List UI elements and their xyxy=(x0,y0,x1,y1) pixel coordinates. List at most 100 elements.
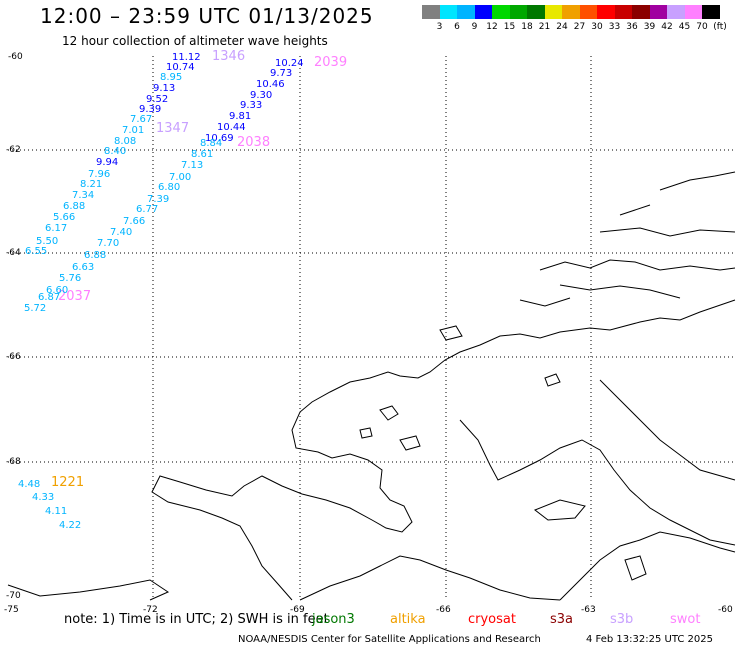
wave-height-value: 10.74 xyxy=(166,62,195,73)
wave-height-value: 6.60 xyxy=(46,285,68,296)
wave-height-value: 8.95 xyxy=(160,72,182,83)
colorbar-tick-label: 27 xyxy=(573,22,586,32)
wave-height-value: 6.87 xyxy=(38,292,60,303)
lat-label: -62 xyxy=(6,145,21,155)
wave-height-value: 10.69 xyxy=(205,133,234,144)
wave-height-value: 7.66 xyxy=(123,216,145,227)
island-small-2 xyxy=(399,435,421,451)
sea-ice-shelf xyxy=(7,579,170,601)
lat-label: -60 xyxy=(8,52,23,62)
wave-height-value: 6.55 xyxy=(25,246,47,257)
wave-height-value: 7.40 xyxy=(110,227,132,238)
inland-boundary xyxy=(459,419,736,546)
colorbar-swatch xyxy=(527,5,545,19)
wave-height-value: 6.88 xyxy=(63,201,85,212)
lon-label: -69 xyxy=(290,605,305,615)
colorbar-swatch xyxy=(632,5,650,19)
colorbar-swatch xyxy=(457,5,475,19)
wave-labels-layer: 1346 2039134720382037122111.1210.748.959.… xyxy=(18,49,347,531)
wave-height-value: 7.34 xyxy=(72,190,94,201)
lat-label: -64 xyxy=(6,248,21,258)
wave-height-value: 7.13 xyxy=(181,160,203,171)
antarctic-peninsula-coastline xyxy=(151,299,736,601)
colorbar-tick-label: 3 xyxy=(436,22,443,32)
colorbar-swatch xyxy=(474,5,492,19)
island-small-4 xyxy=(544,373,561,387)
colorbar-swatch xyxy=(562,5,580,19)
credit-text: NOAA/NESDIS Center for Satellite Applica… xyxy=(238,634,541,645)
wave-height-value: 9.73 xyxy=(270,68,292,79)
wave-height-value: 9.33 xyxy=(240,100,262,111)
island-small-7 xyxy=(624,555,647,581)
colorbar-tick-label: 45 xyxy=(678,22,691,32)
wave-height-value: 4.22 xyxy=(59,520,81,531)
wave-height-value: 9.94 xyxy=(96,157,118,168)
coast-east xyxy=(599,171,736,237)
wave-height-value: 7.00 xyxy=(169,172,191,183)
wave-height-value: 6.77 xyxy=(136,204,158,215)
colorbar-tick-label: 15 xyxy=(503,22,516,32)
colorbar-swatch xyxy=(702,5,720,19)
island-cluster xyxy=(519,259,736,307)
wave-height-value: 5.72 xyxy=(24,303,46,314)
wave-height-value: 5.50 xyxy=(36,236,58,247)
wave-height-value: 11.12 xyxy=(172,52,201,63)
wave-height-value: 9.52 xyxy=(146,94,168,105)
colorbar-tick-label: 18 xyxy=(521,22,533,32)
wave-height-value: 8.40 xyxy=(104,146,126,157)
colorbar-swatch xyxy=(597,5,615,19)
colorbar-swatch xyxy=(544,5,562,19)
lon-label: -75 xyxy=(4,605,19,615)
lat-label: -70 xyxy=(6,591,21,601)
lon-label: -63 xyxy=(581,605,596,615)
lat-label: -68 xyxy=(6,457,21,467)
wave-height-value: 8.21 xyxy=(80,179,102,190)
wave-height-value: 9.30 xyxy=(250,90,272,101)
satellite-altika-label: altika xyxy=(390,612,426,627)
satellite-s3a-label: s3a xyxy=(550,612,574,627)
track-time-label: 2038 xyxy=(237,135,270,150)
wave-height-value: 5.76 xyxy=(59,273,81,284)
colorbar-tick-label: 30 xyxy=(591,22,603,32)
wave-height-value: 7.67 xyxy=(130,114,152,125)
colorbar-tick-label: 12 xyxy=(486,22,498,32)
wave-height-value: 8.84 xyxy=(200,138,222,149)
colorbar-swatch xyxy=(667,5,685,19)
wave-height-value: 10.24 xyxy=(275,58,304,69)
colorbar-swatch xyxy=(509,5,527,19)
colorbar-tick-label: 39 xyxy=(643,22,656,32)
wave-height-value: 9.39 xyxy=(139,104,161,115)
wave-height-value: 9.13 xyxy=(153,83,175,94)
wave-height-value: 7.96 xyxy=(88,169,110,180)
colorbar-tick-label: 21 xyxy=(538,22,551,32)
colorbar-tick-label: 36 xyxy=(626,22,638,32)
satellite-jason3-label: jason3 xyxy=(312,612,355,627)
satellite-swot-label: swot xyxy=(670,612,701,627)
island-small-6 xyxy=(439,325,463,341)
colorbar-tick-label: 6 xyxy=(454,22,460,32)
wave-height-value: 7.39 xyxy=(147,194,169,205)
satellite-cryosat-label: cryosat xyxy=(468,612,516,627)
southern-coast xyxy=(559,531,736,601)
wave-height-value: 9.81 xyxy=(229,111,251,122)
satellite-s3b-label: s3b xyxy=(610,612,634,627)
colorbar-swatch xyxy=(579,5,597,19)
wave-height-value: 10.46 xyxy=(256,79,285,90)
colorbar-tick-label: 42 xyxy=(661,22,673,32)
colorbar-swatch xyxy=(684,5,702,19)
colorbar-tick-label: 70 xyxy=(696,22,708,32)
map-title: 12:00 – 23:59 UTC 01/13/2025 xyxy=(40,4,374,28)
colorbar-swatch xyxy=(649,5,667,19)
track-time-label: 2037 xyxy=(58,289,91,304)
island-small-5 xyxy=(533,499,586,521)
colorbar-swatch xyxy=(422,5,440,19)
alexander-island-coast xyxy=(299,555,561,601)
wave-height-value: 7.70 xyxy=(97,238,119,249)
wave-height-value: 8.61 xyxy=(191,149,213,160)
wave-height-value: 4.48 xyxy=(18,479,40,490)
map-subtitle: 12 hour collection of altimeter wave hei… xyxy=(62,34,328,48)
wave-height-value: 6.17 xyxy=(45,223,67,234)
track-time-label: 2039 xyxy=(314,55,347,70)
colorbar-tick-label: 33 xyxy=(608,22,621,32)
